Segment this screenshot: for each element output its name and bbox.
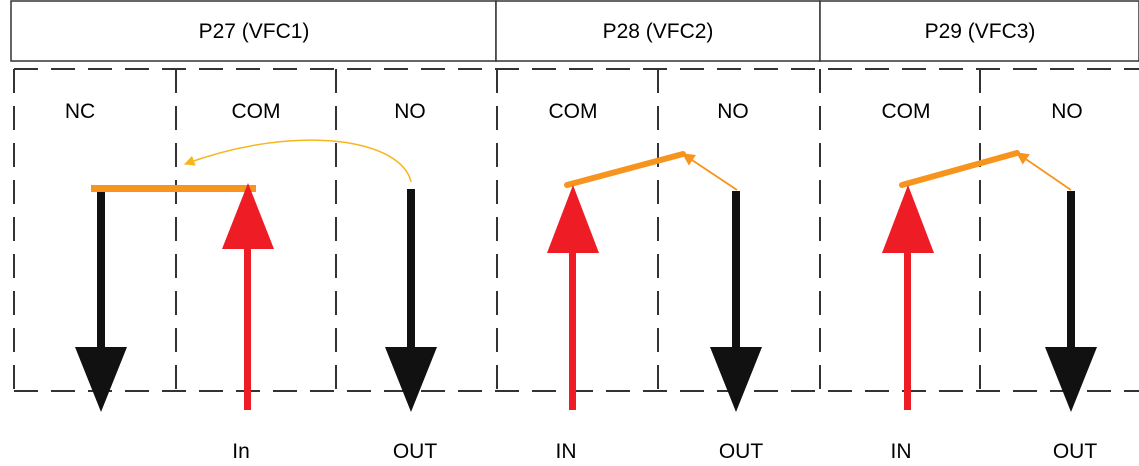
terminal-label-com: COM xyxy=(882,100,931,123)
nc-output-arrow-shaft xyxy=(97,189,105,351)
switch-direction-arrow xyxy=(683,154,737,190)
no-output-arrow-head xyxy=(710,347,762,412)
terminal-label-no: NO xyxy=(717,100,749,123)
io-label-out: OUT xyxy=(393,440,438,463)
switch-direction-arrow xyxy=(185,140,411,182)
relay-p27 xyxy=(75,140,437,412)
terminal-label-no: NO xyxy=(1051,100,1083,123)
terminal-label-com: COM xyxy=(232,100,281,123)
input-arrow-shaft xyxy=(569,244,576,410)
nc-output-arrow-head xyxy=(75,347,127,412)
terminal-label-nc: NC xyxy=(65,100,95,123)
io-label-in: IN xyxy=(556,440,577,463)
no-output-arrow-shaft xyxy=(732,191,740,351)
io-label-out: OUT xyxy=(719,440,764,463)
header-row: P27 (VFC1) P28 (VFC2) P29 (VFC3) xyxy=(11,1,1139,61)
no-output-arrow-shaft xyxy=(1067,191,1075,351)
io-label-in: IN xyxy=(891,440,912,463)
terminal-label-com: COM xyxy=(549,100,598,123)
terminal-label-no: NO xyxy=(394,100,426,123)
closed-contact-bar xyxy=(91,185,256,192)
relay-p28 xyxy=(547,154,762,412)
input-arrow-head xyxy=(222,183,274,249)
header-label-p27: P27 (VFC1) xyxy=(199,20,310,43)
header-label-p29: P29 (VFC3) xyxy=(925,20,1036,43)
io-label-in: In xyxy=(232,440,250,463)
bottom-labels: In OUT IN OUT IN OUT xyxy=(232,440,1097,463)
input-arrow-shaft xyxy=(904,244,911,410)
no-output-arrow-shaft xyxy=(407,189,415,351)
input-arrow-head xyxy=(882,185,934,253)
open-contact-bar xyxy=(567,154,683,185)
no-output-arrow-head xyxy=(1045,347,1097,412)
terminal-labels: NC COM NO COM NO COM NO xyxy=(65,100,1083,123)
input-arrow-head xyxy=(547,185,599,253)
switch-direction-arrow xyxy=(1017,153,1071,190)
no-output-arrow-head xyxy=(385,347,437,412)
relay-p29 xyxy=(882,153,1097,412)
open-contact-bar xyxy=(902,153,1017,185)
io-label-out: OUT xyxy=(1053,440,1098,463)
input-arrow-shaft xyxy=(244,244,251,410)
header-label-p28: P28 (VFC2) xyxy=(603,20,714,43)
